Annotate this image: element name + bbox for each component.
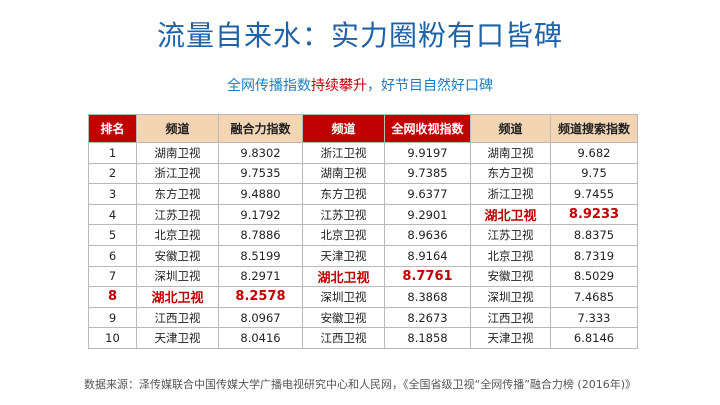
table-row: 4 江苏卫视 9.1792 江苏卫视 9.2901 湖北卫视 8.9233 — [88, 203, 638, 226]
table-cell: 9.7455 — [550, 183, 638, 205]
table-cell: 8.0416 — [218, 327, 303, 349]
table-cell: 8.1858 — [384, 327, 471, 349]
table-cell: 8.7886 — [218, 224, 303, 246]
table-cell: 8.3868 — [384, 286, 471, 308]
table-cell: 9.8302 — [218, 142, 303, 164]
table-cell: 4 — [88, 203, 137, 226]
table-cell: 浙江卫视 — [302, 142, 385, 164]
table-cell: 9.1792 — [218, 203, 303, 226]
table-cell: 江苏卫视 — [302, 203, 385, 226]
table-row: 2 浙江卫视 9.7535 湖南卫视 9.7385 东方卫视 9.75 — [88, 162, 638, 185]
table-row: 1 湖南卫视 9.8302 浙江卫视 9.9197 湖南卫视 9.682 — [88, 142, 638, 164]
table-cell: 天津卫视 — [136, 327, 219, 349]
table-cell: 10 — [88, 327, 137, 349]
highlighted-cell: 8.2578 — [218, 286, 303, 308]
table-cell: 7.4685 — [550, 286, 638, 308]
table-cell: 8.0967 — [218, 306, 303, 329]
table-cell: 7 — [88, 265, 137, 288]
table-row: 5 北京卫视 8.7886 北京卫视 8.9636 江苏卫视 8.8375 — [88, 224, 638, 246]
table-cell: 安徽卫视 — [470, 265, 551, 288]
table-cell: 8.2673 — [384, 306, 471, 329]
table-cell: 天津卫视 — [302, 244, 385, 267]
table-row: 6 安徽卫视 8.5199 天津卫视 8.9164 北京卫视 8.7319 — [88, 244, 638, 267]
table-cell: 3 — [88, 183, 137, 205]
subtitle-part1: 全网传播指数 — [227, 78, 311, 94]
table-cell: 9.7535 — [218, 162, 303, 185]
highlighted-cell: 8 — [88, 286, 137, 308]
table-cell: 湖南卫视 — [470, 142, 551, 164]
table-cell: 9.2901 — [384, 203, 471, 226]
table-row: 8 湖北卫视 8.2578 深圳卫视 8.3868 深圳卫视 7.4685 — [88, 286, 638, 308]
table-cell: 深圳卫视 — [302, 286, 385, 308]
table-cell: 8.8375 — [550, 224, 638, 246]
table-cell: 9.7385 — [384, 162, 471, 185]
table-cell: 安徽卫视 — [136, 244, 219, 267]
header-channel-3: 频道 — [470, 114, 551, 143]
header-fusion-index: 融合力指数 — [218, 114, 303, 143]
header-search-index: 频道搜索指数 — [550, 114, 638, 143]
table-cell: 浙江卫视 — [136, 162, 219, 185]
table-cell: 北京卫视 — [470, 244, 551, 267]
table-cell: 湖南卫视 — [302, 162, 385, 185]
table-cell: 深圳卫视 — [470, 286, 551, 308]
table-row: 9 江西卫视 8.0967 安徽卫视 8.2673 江西卫视 7.333 — [88, 306, 638, 329]
header-rank: 排名 — [88, 114, 137, 143]
table-header-row: 排名 频道 融合力指数 频道 全网收视指数 频道 频道搜索指数 — [88, 114, 638, 143]
table-cell: 6 — [88, 244, 137, 267]
table-cell: 8.5199 — [218, 244, 303, 267]
table-cell: 江西卫视 — [302, 327, 385, 349]
header-channel-1: 频道 — [136, 114, 219, 143]
table-cell: 6.8146 — [550, 327, 638, 349]
table-row: 10 天津卫视 8.0416 江西卫视 8.1858 天津卫视 6.8146 — [88, 327, 638, 349]
table-cell: 安徽卫视 — [302, 306, 385, 329]
table-cell: 东方卫视 — [302, 183, 385, 205]
subtitle-highlight: 持续攀升 — [311, 78, 367, 94]
highlighted-cell: 湖北卫视 — [136, 286, 219, 308]
highlighted-cell: 湖北卫视 — [470, 203, 551, 226]
table-cell: 江西卫视 — [470, 306, 551, 329]
table-cell: 江苏卫视 — [470, 224, 551, 246]
page-title: 流量自来水：实力圈粉有口皆碑 — [156, 19, 563, 52]
table-cell: 8.9164 — [384, 244, 471, 267]
table-cell: 东方卫视 — [470, 162, 551, 185]
table-cell: 9.75 — [550, 162, 638, 185]
table-cell: 8.5029 — [550, 265, 638, 288]
table-cell: 9.6377 — [384, 183, 471, 205]
table-cell: 北京卫视 — [302, 224, 385, 246]
table-row: 3 东方卫视 9.4880 东方卫视 9.6377 浙江卫视 9.7455 — [88, 183, 638, 205]
highlighted-cell: 湖北卫视 — [302, 265, 385, 288]
table-cell: 东方卫视 — [136, 183, 219, 205]
table-cell: 9.4880 — [218, 183, 303, 205]
table-cell: 9 — [88, 306, 137, 329]
table-cell: 江西卫视 — [136, 306, 219, 329]
table-cell: 8.9636 — [384, 224, 471, 246]
table-cell: 9.682 — [550, 142, 638, 164]
table-cell: 9.9197 — [384, 142, 471, 164]
highlighted-cell: 8.9233 — [550, 203, 638, 226]
table-cell: 8.2971 — [218, 265, 303, 288]
table-cell: 天津卫视 — [470, 327, 551, 349]
table-row: 7 深圳卫视 8.2971 湖北卫视 8.7761 安徽卫视 8.5029 — [88, 265, 638, 288]
ranking-table: 排名 频道 融合力指数 频道 全网收视指数 频道 频道搜索指数 1 湖南卫视 9… — [88, 114, 638, 349]
table-cell: 湖南卫视 — [136, 142, 219, 164]
table-cell: 江苏卫视 — [136, 203, 219, 226]
table-cell: 8.7319 — [550, 244, 638, 267]
header-ratings-index: 全网收视指数 — [384, 114, 471, 143]
subtitle-part2: ，好节目自然好口碑 — [367, 78, 493, 94]
data-source-note: 数据来源：泽传媒联合中国传媒大学广播电视研究中心和人民网，《全国省级卫视“全网传… — [84, 378, 636, 391]
header-channel-2: 频道 — [302, 114, 385, 143]
table-cell: 1 — [88, 142, 137, 164]
highlighted-cell: 8.7761 — [384, 265, 471, 288]
table-cell: 北京卫视 — [136, 224, 219, 246]
table-cell: 浙江卫视 — [470, 183, 551, 205]
table-cell: 7.333 — [550, 306, 638, 329]
table-cell: 深圳卫视 — [136, 265, 219, 288]
table-cell: 5 — [88, 224, 137, 246]
subtitle: 全网传播指数持续攀升，好节目自然好口碑 — [0, 75, 720, 95]
table-cell: 2 — [88, 162, 137, 185]
